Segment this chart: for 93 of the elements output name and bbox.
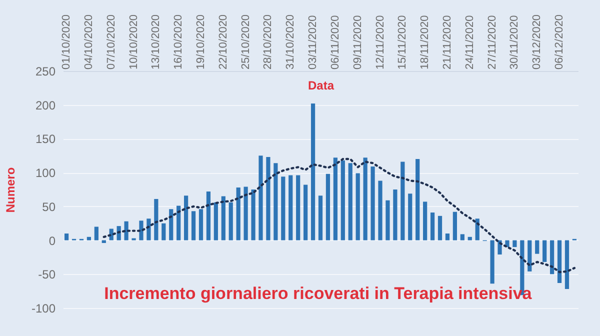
y-tick-label: 250: [35, 64, 56, 78]
annotation: Incremento giornaliero ricoverati in Terapia intensiva: [104, 284, 532, 303]
bar: [490, 240, 494, 284]
bar: [512, 240, 517, 248]
x-tick-label: 22/10/2020: [217, 14, 230, 70]
bar: [139, 220, 144, 240]
x-tick-label: 28/10/2020: [262, 14, 274, 70]
x-tick-label: 03/11/2020: [307, 15, 320, 70]
bar: [460, 234, 464, 240]
bar: [198, 209, 204, 240]
x-tick-label: 31/10/2020: [284, 14, 297, 70]
x-tick-label: 03/12/2020: [531, 14, 544, 70]
bar: [206, 192, 211, 240]
bar: [535, 240, 540, 254]
bar: [258, 156, 263, 240]
bar: [333, 158, 338, 240]
bar: [221, 196, 226, 240]
x-tick-label: 10/10/2020: [128, 14, 140, 70]
line-series: [102, 158, 576, 274]
x-tick-label: 24/11/2020: [464, 15, 476, 70]
bar: [281, 176, 286, 240]
x-tick-label: 13/10/2020: [150, 14, 162, 70]
bar: [378, 180, 382, 240]
x-axis-title: Data: [308, 78, 334, 92]
bar: [146, 218, 151, 240]
x-tick-label: 27/11/2020: [486, 15, 498, 70]
bar: [154, 198, 158, 240]
bar: [340, 160, 345, 240]
x-tick-label: 30/11/2020: [508, 15, 521, 70]
y-tick-label: -100: [31, 302, 56, 316]
y-tick-label: 150: [35, 132, 56, 146]
bar: [370, 166, 375, 240]
x-tick-label: 19/10/2020: [194, 14, 207, 70]
y-tick-label: -50: [38, 268, 56, 282]
x-tick-label: 12/11/2020: [374, 15, 386, 70]
bar: [64, 234, 69, 240]
x-tick-label: 16/10/2020: [172, 14, 185, 70]
bar: [356, 173, 360, 240]
bar: [393, 190, 398, 240]
bar: [550, 240, 554, 274]
bar: [542, 240, 547, 262]
bar: [475, 218, 480, 240]
x-tick-label: 04/10/2020: [82, 14, 95, 70]
bar: [445, 234, 450, 240]
bar: [304, 184, 308, 240]
bar: [94, 226, 98, 240]
bar: [416, 159, 420, 240]
bar: [244, 186, 248, 240]
bar: [191, 211, 196, 240]
bar: [236, 187, 240, 240]
bar: [400, 162, 405, 240]
x-tick-label: 25/10/2020: [240, 14, 252, 70]
bar: [169, 209, 174, 240]
bar: [557, 240, 562, 283]
bar: [296, 175, 300, 240]
bar: [214, 202, 218, 240]
bar: [423, 202, 428, 240]
bar: [564, 240, 570, 290]
y-tick-label: 50: [42, 200, 56, 214]
bar: [438, 216, 442, 240]
y-tick-label: 100: [35, 166, 56, 180]
bar: [184, 196, 188, 240]
bar: [318, 196, 323, 240]
bar: [274, 163, 278, 240]
x-tick-label: 06/11/2020: [329, 15, 342, 70]
bar: [124, 221, 128, 240]
bar: [468, 236, 472, 240]
bar: [251, 190, 256, 240]
x-tick-label: 15/11/2020: [396, 15, 409, 70]
x-tick-label: 09/11/2020: [352, 15, 364, 70]
bar: [162, 223, 166, 240]
bar: [452, 212, 457, 240]
x-tick-label: 21/11/2020: [441, 15, 454, 70]
bar: [386, 200, 390, 240]
bar: [408, 194, 412, 240]
bar: [348, 163, 352, 240]
bar: [310, 104, 316, 240]
y-tick-label: 200: [35, 98, 56, 112]
bar: [528, 240, 532, 272]
bar: [288, 175, 293, 240]
x-tick-label: 01/10/2020: [60, 14, 73, 70]
x-tick-label: 06/12/2020: [554, 14, 566, 70]
bar: [430, 212, 435, 240]
bar: [86, 236, 92, 240]
bar: [266, 156, 270, 240]
bar: [228, 202, 233, 240]
bar: [176, 206, 181, 240]
bar: [326, 174, 330, 240]
bar: [363, 158, 368, 240]
y-axis-title: Numero: [3, 167, 18, 213]
x-tick-label: 07/10/2020: [105, 14, 118, 70]
x-tick-label: 18/11/2020: [419, 15, 432, 70]
y-tick-label: 0: [48, 234, 56, 248]
